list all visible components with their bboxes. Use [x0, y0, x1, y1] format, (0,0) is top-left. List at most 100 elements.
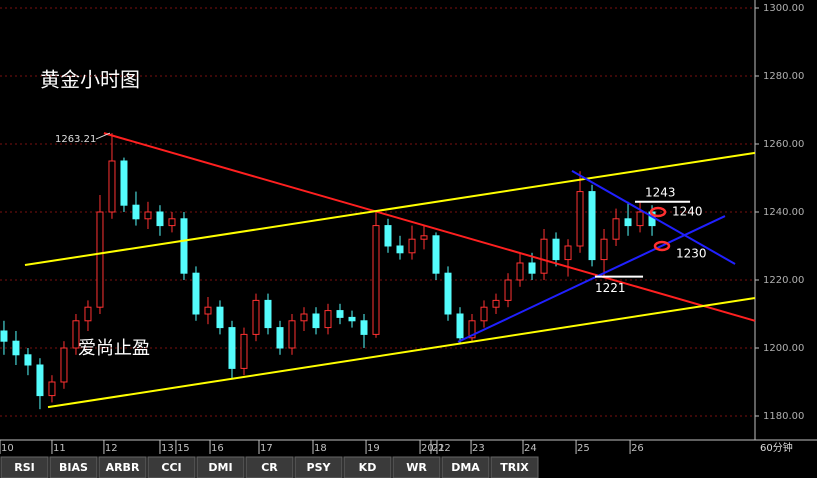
y-tick-label: 1240.00: [763, 207, 804, 218]
candle-body: [636, 211, 644, 227]
marker: [649, 206, 667, 218]
indicator-tab-label: TRIX: [500, 461, 529, 474]
candle-body: [492, 299, 500, 308]
candle-body: [288, 320, 296, 349]
indicator-tab[interactable]: [49, 456, 98, 478]
candle-body: [372, 225, 380, 335]
candle-body: [12, 340, 20, 356]
candle-body: [192, 272, 200, 315]
candle-body: [276, 327, 284, 349]
y-tick-label: 1300.00: [763, 3, 804, 14]
candle-body: [48, 381, 56, 397]
trend-line: [24, 151, 756, 267]
candle-body: [336, 310, 344, 318]
candle-body: [396, 245, 404, 254]
candle-body: [84, 306, 92, 322]
candle-body: [132, 204, 140, 220]
candle-body: [624, 218, 632, 227]
candle-body: [504, 279, 512, 301]
candle-body: [480, 306, 488, 322]
candle-body: [600, 238, 608, 261]
candle-body: [528, 262, 536, 274]
indicator-tab-label: DMI: [208, 461, 232, 474]
indicator-tab[interactable]: [343, 456, 392, 478]
x-unit: 60分钟: [760, 441, 793, 454]
indicator-tab[interactable]: [245, 456, 294, 478]
candle-body: [24, 354, 32, 366]
x-tick-label: 16: [211, 443, 224, 454]
indicator-tab[interactable]: [392, 456, 441, 478]
candle-body: [576, 191, 584, 247]
indicator-tab[interactable]: [98, 456, 147, 478]
indicator-tab-label: CR: [261, 461, 278, 474]
indicator-tab-label: ARBR: [106, 461, 140, 474]
watermark: 爱尚止盈: [78, 338, 150, 359]
candle-body: [144, 211, 152, 220]
candle-body: [300, 313, 308, 322]
high-label: 1263.21: [55, 134, 96, 145]
trend-line: [103, 132, 756, 322]
high-arrow: [95, 132, 111, 140]
candle-body: [204, 306, 212, 315]
candle-body: [312, 313, 320, 329]
indicator-tab[interactable]: [196, 456, 245, 478]
candle-body: [96, 211, 104, 308]
indicator-tab-label: BIAS: [59, 461, 88, 474]
indicator-tab-label: KD: [359, 461, 377, 474]
candle-body: [384, 225, 392, 247]
trend-line: [47, 297, 756, 409]
x-tick-label: 15: [177, 443, 190, 454]
candle-body: [108, 160, 116, 213]
candle-body: [228, 327, 236, 369]
candle-body: [456, 313, 464, 339]
candle-body: [360, 320, 368, 335]
candle-body: [60, 347, 68, 383]
candle-body: [588, 191, 596, 261]
y-tick-label: 1180.00: [763, 411, 804, 422]
indicator-tab-label: PSY: [307, 461, 332, 474]
indicator-tab[interactable]: [490, 456, 539, 478]
x-tick-label: 21: [432, 443, 445, 454]
x-tick-label: 13: [161, 443, 174, 454]
y-tick-label: 1220.00: [763, 275, 804, 286]
indicator-tab[interactable]: [441, 456, 490, 478]
x-tick-label: 23: [472, 443, 485, 454]
trend-line: [457, 215, 726, 343]
candle-body: [156, 211, 164, 227]
level-label: 1221: [595, 281, 626, 295]
candle-body: [348, 316, 356, 322]
candle-body: [252, 299, 260, 335]
candle-body: [540, 238, 548, 274]
x-tick-label: 11: [53, 443, 66, 454]
indicator-tab[interactable]: [147, 456, 196, 478]
x-tick-label: 26: [631, 443, 644, 454]
candle-body: [168, 218, 176, 227]
y-tick-label: 1260.00: [763, 139, 804, 150]
candle-body: [180, 218, 188, 274]
level-label: 1243: [645, 185, 676, 199]
candle-body: [408, 238, 416, 254]
x-tick-label: 18: [314, 443, 327, 454]
x-tick-label: 17: [260, 443, 273, 454]
candle-body: [432, 235, 440, 274]
indicator-tab[interactable]: [0, 456, 49, 478]
x-tick-label: 12: [105, 443, 118, 454]
candle-body: [36, 364, 44, 397]
candle-body: [324, 310, 332, 329]
x-tick-label: 24: [524, 443, 537, 454]
marker: [653, 240, 671, 252]
trend-line: [571, 169, 736, 265]
y-tick-label: 1200.00: [763, 343, 804, 354]
candle-body: [552, 238, 560, 261]
candle-body: [264, 299, 272, 329]
indicator-tab-label: RSI: [14, 461, 35, 474]
marker-label: 1230: [676, 246, 707, 260]
candle-body: [216, 306, 224, 329]
candle-body: [72, 320, 80, 349]
indicator-tab[interactable]: [294, 456, 343, 478]
x-tick-label: 25: [577, 443, 590, 454]
x-tick-label: 19: [367, 443, 380, 454]
marker-label: 1240: [672, 204, 703, 218]
